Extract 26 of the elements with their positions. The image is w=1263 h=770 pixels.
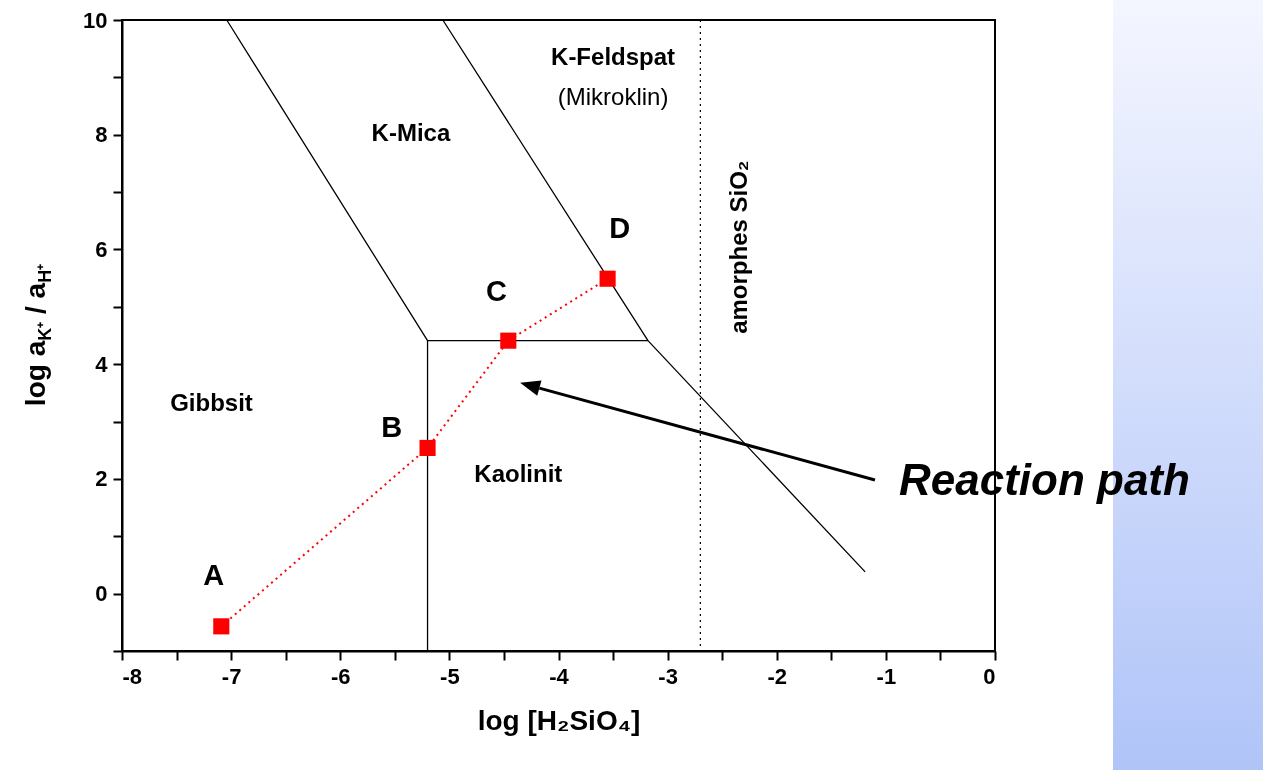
y-tick-label: 4 (95, 351, 109, 377)
x-tick-label: -4 (549, 663, 570, 689)
y-tick-label: 8 (95, 122, 108, 148)
y-tick-label: 2 (95, 466, 108, 492)
x-tick-label: -7 (221, 663, 242, 689)
ref-line-label: amorphes SiO₂ (725, 160, 753, 334)
y-tick-label: 10 (83, 7, 108, 33)
annotation: K-Feldspat (551, 43, 676, 71)
x-tick-label: -6 (330, 663, 351, 689)
y-tick-label: 6 (95, 236, 108, 262)
x-tick-label: -3 (658, 663, 678, 689)
x-tick-label: -8 (122, 663, 143, 689)
annotation: D (609, 211, 631, 244)
annotation: (Mikroklin) (557, 83, 669, 111)
x-tick-label: 0 (983, 663, 996, 689)
annotation: A (203, 558, 225, 591)
annotation: B (381, 410, 403, 443)
x-axis-title: log [H₂SiO₄] (477, 704, 641, 736)
x-tick-label: -1 (876, 663, 897, 689)
annotation: Kaolinit (474, 460, 563, 488)
x-tick-label: -2 (767, 663, 788, 689)
y-tick-label: 0 (95, 581, 108, 607)
annotation: Gibbsit (170, 388, 253, 416)
annotation: C (486, 274, 508, 307)
x-tick-label: -5 (440, 663, 460, 689)
annotation: K-Mica (371, 119, 451, 147)
